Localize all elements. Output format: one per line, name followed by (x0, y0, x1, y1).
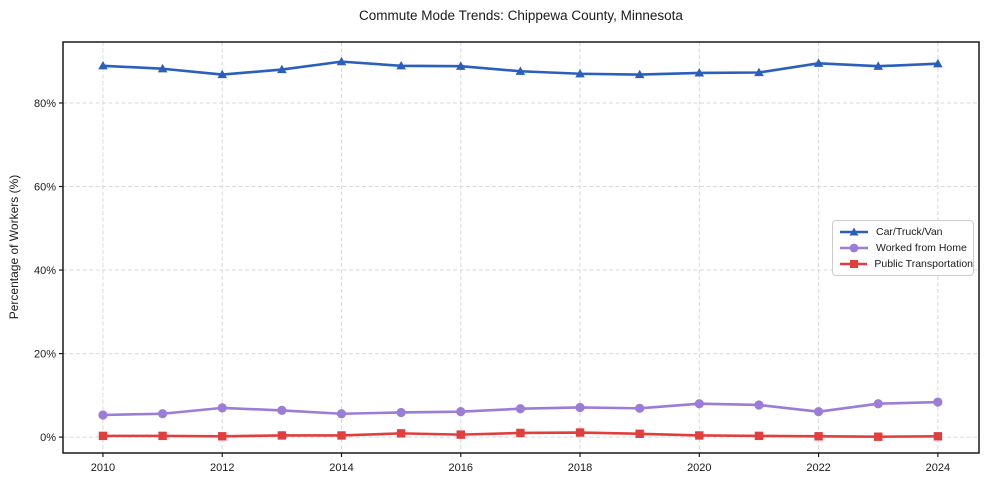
series-marker-car-truck-van (873, 61, 884, 70)
series-marker-worked-from-home (98, 410, 108, 420)
triangle-marker-icon (840, 227, 868, 236)
chart-title: Commute Mode Trends: Chippewa County, Mi… (359, 8, 683, 23)
series-marker-public-transportation (218, 432, 227, 441)
series-marker-public-transportation (575, 428, 585, 437)
series-marker-worked-from-home (217, 403, 227, 413)
x-tick-label: 2016 (449, 462, 473, 474)
series-marker-car-truck-van (634, 69, 645, 79)
y-tick-label: 20% (34, 349, 56, 361)
series-marker-car-truck-van (455, 61, 466, 70)
series-marker-worked-from-home (157, 409, 168, 419)
legend-item-worked-from-home: Worked from Home (833, 242, 973, 254)
x-tick-label: 2020 (687, 462, 711, 474)
series-marker-worked-from-home (873, 399, 883, 409)
series-marker-car-truck-van (157, 63, 168, 73)
series-marker-public-transportation (695, 431, 704, 440)
series-marker-worked-from-home (813, 407, 824, 417)
series-marker-worked-from-home (575, 402, 585, 413)
x-tick-label: 2022 (806, 462, 830, 474)
series-marker-car-truck-van (515, 66, 526, 75)
circle-marker-icon (840, 243, 868, 253)
plot-border (62, 41, 980, 454)
series-marker-car-truck-van (754, 67, 764, 77)
y-tick-label: 40% (34, 265, 56, 277)
series-marker-public-transportation (516, 428, 525, 438)
series-marker-worked-from-home (277, 405, 287, 415)
series-marker-worked-from-home (933, 397, 943, 407)
legend-item-car-truck-van: Car/Truck/Van (833, 226, 973, 238)
square-marker-icon (840, 260, 868, 268)
series-marker-car-truck-van (277, 64, 287, 74)
x-tick-label: 2014 (329, 462, 353, 474)
y-tick-label: 60% (34, 182, 56, 194)
x-tick-label: 2010 (91, 462, 115, 474)
series-marker-car-truck-van (575, 68, 585, 78)
series-marker-public-transportation (933, 432, 943, 441)
series-marker-public-transportation (754, 431, 764, 441)
series-marker-worked-from-home (456, 407, 466, 417)
legend-label: Car/Truck/Van (876, 226, 943, 238)
series-marker-worked-from-home (396, 407, 406, 418)
legend-label: Public Transportation (874, 258, 973, 270)
series-marker-worked-from-home (754, 400, 764, 410)
legend-item-public-transportation: Public Transportation (833, 258, 973, 270)
series-marker-worked-from-home (694, 399, 704, 409)
series-marker-car-truck-van (217, 69, 228, 79)
series-marker-worked-from-home (336, 409, 347, 419)
series-marker-car-truck-van (98, 61, 108, 70)
series-marker-worked-from-home (515, 404, 526, 414)
y-tick-label: 80% (34, 98, 56, 110)
series-marker-public-transportation (814, 432, 823, 441)
series-marker-public-transportation (277, 431, 287, 440)
legend: Car/Truck/Van Worked from Home Public Tran… (832, 220, 974, 276)
legend-label: Worked from Home (876, 242, 967, 254)
series-marker-car-truck-van (396, 61, 406, 70)
series-marker-public-transportation (456, 430, 465, 439)
series-marker-public-transportation (337, 431, 346, 440)
series-marker-public-transportation (98, 431, 108, 441)
series-marker-public-transportation (874, 432, 883, 441)
series-marker-car-truck-van (813, 58, 824, 67)
series-marker-car-truck-van (694, 68, 705, 77)
series-marker-public-transportation (635, 429, 644, 438)
x-tick-label: 2012 (210, 462, 234, 474)
y-tick-label: 0% (40, 432, 56, 444)
series-marker-car-truck-van (933, 58, 943, 68)
series-marker-public-transportation (158, 431, 167, 441)
x-tick-label: 2024 (926, 462, 950, 474)
series-marker-worked-from-home (635, 403, 645, 413)
x-tick-label: 2018 (568, 462, 592, 474)
series-marker-public-transportation (396, 429, 406, 438)
series-marker-car-truck-van (336, 56, 347, 66)
